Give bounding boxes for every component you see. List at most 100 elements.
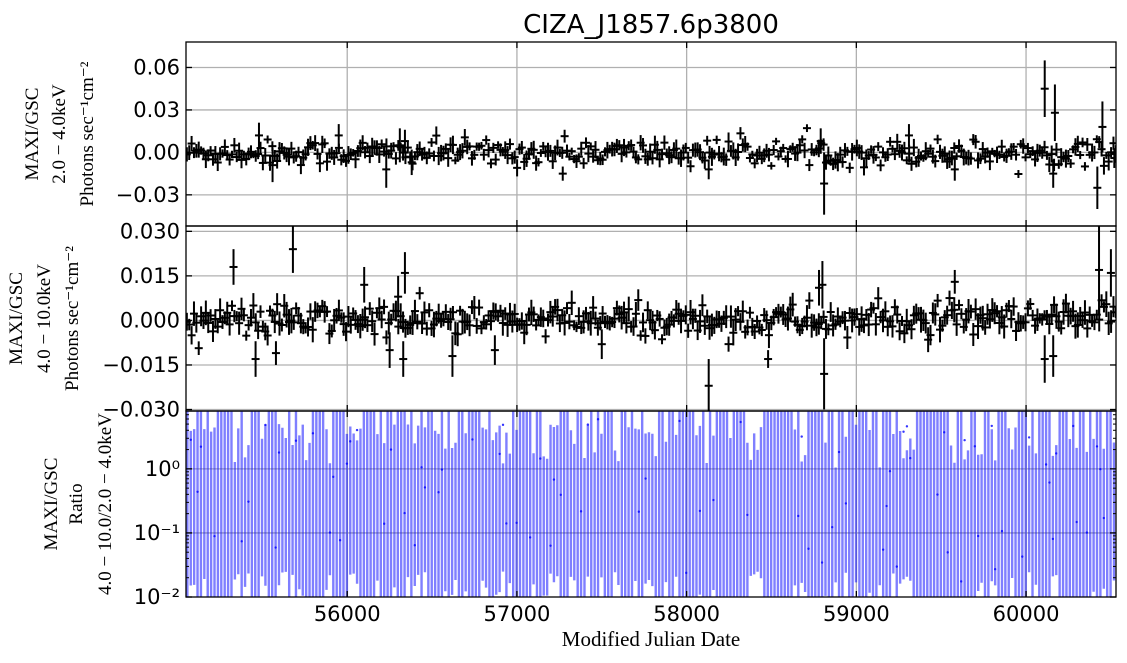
data-point xyxy=(1021,555,1024,558)
data-point xyxy=(539,457,542,460)
data-point xyxy=(596,418,600,421)
y-tick-label: 10⁻² xyxy=(134,585,180,609)
y-axis-label-line: 4.0 − 10.0/2.0 − 4.0keV xyxy=(95,413,116,595)
y-tick-label: −0.015 xyxy=(102,353,180,377)
data-point xyxy=(328,531,332,534)
data-point xyxy=(471,438,474,441)
data-point xyxy=(1072,424,1075,428)
data-point xyxy=(277,451,281,454)
data-point xyxy=(349,440,352,443)
data-point xyxy=(579,510,583,513)
y-axis-label-line: MAXI/GSC xyxy=(6,272,27,365)
y-axis-label-line: Photons sec⁻¹cm⁻² xyxy=(77,61,98,206)
data-point xyxy=(685,571,688,575)
x-tick-label: 59000 xyxy=(823,602,890,626)
x-tick-label: 56000 xyxy=(314,602,381,626)
data-point xyxy=(881,548,885,551)
data-point xyxy=(423,486,427,489)
data-point xyxy=(294,439,298,442)
panel-frame xyxy=(185,41,1117,227)
y-tick-label: 0.000 xyxy=(120,308,180,332)
data-point xyxy=(902,430,905,433)
y-axis-label-line: MAXI/GSC xyxy=(22,88,43,181)
y-tick-label: −0.03 xyxy=(116,183,180,207)
data-point xyxy=(505,522,508,525)
data-series xyxy=(186,226,1116,411)
data-point xyxy=(831,525,834,529)
y-axis-label-line: 4.0 − 10.0keV xyxy=(34,264,55,373)
y-tick-label: 0.00 xyxy=(133,140,180,164)
y-axis-label-line: MAXI/GSC xyxy=(41,458,62,551)
data-point xyxy=(196,490,199,494)
y-tick-label: 10⁰ xyxy=(145,457,180,481)
data-point xyxy=(345,462,349,465)
data-point xyxy=(990,424,993,428)
data-point xyxy=(844,502,848,505)
y-tick-label: 0.03 xyxy=(133,98,180,122)
data-point xyxy=(800,435,803,438)
data-point xyxy=(1085,531,1089,534)
data-point xyxy=(712,498,715,502)
data-point xyxy=(888,469,892,473)
data-point xyxy=(274,546,277,549)
data-point xyxy=(895,565,898,568)
data-point xyxy=(311,432,315,435)
x-tick-label: 58000 xyxy=(653,602,720,626)
data-point xyxy=(963,438,966,442)
data-point xyxy=(943,431,946,434)
y-tick-label: 0.015 xyxy=(120,264,180,288)
panel-soft: 0.06 0.03 0.00 −0.03 MAXI/GSC 2.0 − 4.0keV Pho… xyxy=(22,41,1117,227)
data-point xyxy=(559,493,562,497)
data-point xyxy=(739,420,742,424)
data-point xyxy=(247,500,250,503)
data-point xyxy=(820,561,824,564)
data-point xyxy=(1075,520,1078,524)
data-point xyxy=(528,536,532,539)
data-point xyxy=(552,478,556,481)
data-point xyxy=(678,419,681,423)
data-point xyxy=(936,493,939,496)
data-point xyxy=(440,468,444,471)
data-point xyxy=(993,567,997,571)
data-point xyxy=(1099,467,1102,471)
data-point xyxy=(332,475,335,479)
data-point xyxy=(213,534,216,538)
data-series xyxy=(186,60,1116,215)
data-point xyxy=(420,466,423,469)
data-point xyxy=(199,445,203,448)
data-point xyxy=(1102,516,1105,520)
data-point xyxy=(797,514,800,518)
panel-frame xyxy=(185,410,1117,598)
data-point xyxy=(946,551,949,554)
data-point xyxy=(403,511,406,515)
data-point xyxy=(189,438,192,442)
data-point xyxy=(746,513,749,517)
data-point xyxy=(807,547,810,550)
data-point xyxy=(383,522,386,525)
data-point xyxy=(240,540,243,543)
data-point xyxy=(338,539,342,542)
data-point xyxy=(909,456,912,460)
data-point xyxy=(960,580,963,583)
data-point xyxy=(837,450,841,454)
data-point xyxy=(1000,529,1004,533)
data-point xyxy=(549,544,552,547)
y-axis-label-line: Photons sec⁻¹cm⁻² xyxy=(62,246,83,391)
y-axis-label-line: Ratio xyxy=(66,483,87,524)
panels: 0.06 0.03 0.00 −0.03 MAXI/GSC 2.0 − 4.0keV Pho… xyxy=(6,41,1117,626)
data-series xyxy=(186,411,1116,597)
data-point xyxy=(1055,452,1058,455)
data-point xyxy=(698,509,702,513)
data-point xyxy=(885,504,888,508)
data-point xyxy=(905,425,909,428)
data-point xyxy=(389,448,393,451)
data-point xyxy=(1051,537,1055,541)
data-point xyxy=(1027,436,1031,439)
x-axis-label: Modified Julian Date xyxy=(562,627,740,651)
panel-ratio: 10⁰ 10⁻¹ 10⁻² MAXI/GSC Ratio 4.0 − 10.0/2.0 −… xyxy=(41,410,1117,609)
data-point xyxy=(976,534,980,538)
data-point xyxy=(437,491,440,494)
chart-title: CIZA_J1857.6p3800 xyxy=(523,10,779,40)
data-point xyxy=(501,423,505,427)
